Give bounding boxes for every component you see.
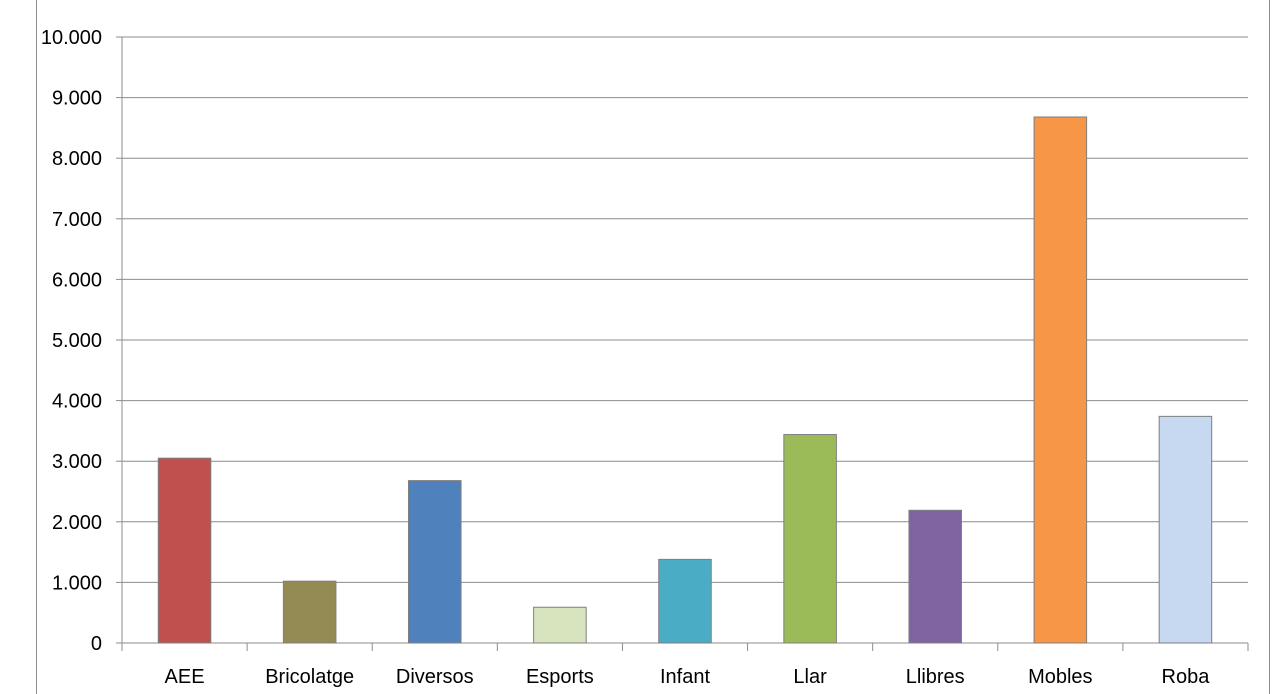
- x-tick-label: Llar: [793, 666, 827, 688]
- bar-esports: [533, 606, 587, 644]
- y-tick-label: 6.000: [52, 269, 102, 291]
- bar-infant: [658, 558, 712, 644]
- bar-roba: [1158, 415, 1213, 644]
- y-tick-label: 3.000: [52, 451, 102, 473]
- bar-mobles: [1033, 116, 1088, 644]
- y-tick-label: 7.000: [52, 209, 102, 231]
- bar-bricolatge: [282, 580, 337, 644]
- y-tick-label: 2.000: [52, 512, 102, 534]
- bar-llar: [783, 434, 837, 644]
- x-tick-label: Infant: [660, 666, 710, 688]
- y-tick-labels: 0 1.000 2.000 3.000 4.000 5.000 6.000 7.000 8.00…: [41, 27, 102, 655]
- x-tick-label: Mobles: [1028, 666, 1092, 688]
- y-tick-label: 10.000: [41, 27, 102, 49]
- chart-frame: [36, 0, 1270, 694]
- y-tick-label: 5.000: [52, 330, 102, 352]
- x-tick-label: Roba: [1162, 666, 1211, 688]
- y-tick-label: 8.000: [52, 148, 102, 170]
- bars: [157, 116, 1213, 644]
- y-tick-label: 1.000: [52, 572, 102, 594]
- x-tick-label: Esports: [526, 666, 594, 688]
- x-tick-labels: AEE Bricolatge Diversos Esports Infant Llar Ll…: [165, 666, 1211, 688]
- x-tick-label: Diversos: [396, 666, 474, 688]
- x-tick-label: AEE: [165, 666, 205, 688]
- y-tick-label: 0: [91, 633, 102, 655]
- bar-diversos: [408, 480, 462, 644]
- bar-aee: [157, 457, 212, 644]
- x-tick-label: Bricolatge: [265, 666, 354, 688]
- y-tick-label: 4.000: [52, 391, 102, 413]
- bar-llibres: [908, 509, 962, 644]
- y-tick-label: 9.000: [52, 88, 102, 110]
- x-tick-label: Llibres: [906, 666, 965, 688]
